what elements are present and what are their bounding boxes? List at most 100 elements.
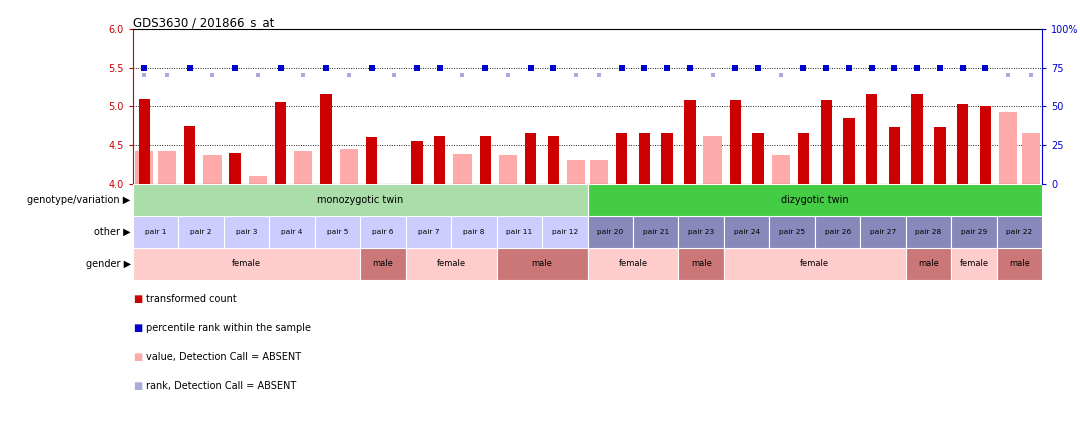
Text: pair 1: pair 1 — [145, 229, 166, 235]
Bar — [638, 134, 650, 184]
Text: transformed count: transformed count — [146, 294, 237, 305]
Text: male: male — [918, 259, 939, 268]
Bar — [406, 248, 497, 280]
Bar — [588, 248, 678, 280]
Bar — [203, 155, 221, 184]
Text: pair 29: pair 29 — [961, 229, 987, 235]
Text: value, Detection Call = ABSENT: value, Detection Call = ABSENT — [146, 352, 301, 362]
Text: monozygotic twin: monozygotic twin — [318, 195, 403, 205]
Bar — [340, 149, 357, 184]
Bar — [912, 94, 922, 184]
Text: rank, Detection Call = ABSENT: rank, Detection Call = ABSENT — [146, 381, 296, 391]
Bar — [724, 248, 906, 280]
Bar — [411, 141, 422, 184]
Bar — [661, 134, 673, 184]
Bar — [616, 134, 627, 184]
Bar — [366, 137, 377, 184]
Bar — [133, 248, 361, 280]
Bar — [361, 216, 406, 248]
Text: male: male — [531, 259, 553, 268]
Text: pair 8: pair 8 — [463, 229, 485, 235]
Text: female: female — [800, 259, 829, 268]
Bar — [951, 248, 997, 280]
Bar — [980, 107, 991, 184]
Bar — [957, 104, 969, 184]
Text: male: male — [1009, 259, 1030, 268]
Text: dizygotic twin: dizygotic twin — [781, 195, 849, 205]
Bar — [678, 216, 724, 248]
Bar — [588, 184, 1042, 216]
Text: pair 3: pair 3 — [235, 229, 257, 235]
Bar — [889, 127, 900, 184]
Bar — [135, 151, 153, 184]
Text: pair 20: pair 20 — [597, 229, 623, 235]
Text: pair 4: pair 4 — [281, 229, 302, 235]
Text: pair 5: pair 5 — [327, 229, 348, 235]
Text: ■: ■ — [133, 352, 143, 362]
Bar — [588, 216, 633, 248]
Bar — [480, 136, 491, 184]
Text: pair 21: pair 21 — [643, 229, 669, 235]
Bar — [861, 216, 906, 248]
Bar — [178, 216, 224, 248]
Text: pair 23: pair 23 — [688, 229, 714, 235]
Text: ■: ■ — [133, 323, 143, 333]
Bar — [951, 216, 997, 248]
Bar — [224, 216, 269, 248]
Bar — [497, 248, 588, 280]
Text: male: male — [373, 259, 393, 268]
Text: percentile rank within the sample: percentile rank within the sample — [146, 323, 311, 333]
Text: pair 25: pair 25 — [779, 229, 806, 235]
Bar — [906, 248, 951, 280]
Bar — [497, 216, 542, 248]
Bar — [133, 184, 588, 216]
Text: gender ▶: gender ▶ — [85, 259, 131, 269]
Bar — [548, 136, 559, 184]
Bar — [997, 216, 1042, 248]
Text: other ▶: other ▶ — [94, 227, 131, 237]
Bar — [753, 134, 764, 184]
Bar — [684, 100, 696, 184]
Bar — [434, 136, 445, 184]
Bar — [866, 94, 877, 184]
Text: pair 12: pair 12 — [552, 229, 578, 235]
Bar — [997, 248, 1042, 280]
Bar — [703, 136, 721, 184]
Text: GDS3630 / 201866_s_at: GDS3630 / 201866_s_at — [133, 16, 274, 29]
Bar — [724, 216, 769, 248]
Text: female: female — [232, 259, 261, 268]
Bar — [798, 134, 809, 184]
Text: pair 22: pair 22 — [1007, 229, 1032, 235]
Bar — [999, 112, 1017, 184]
Bar — [730, 100, 741, 184]
Bar — [821, 100, 832, 184]
Bar — [542, 216, 588, 248]
Bar — [133, 216, 178, 248]
Text: male: male — [691, 259, 712, 268]
Text: ■: ■ — [133, 381, 143, 391]
Bar — [269, 216, 314, 248]
Bar — [275, 103, 286, 184]
Bar — [294, 151, 312, 184]
Bar — [314, 216, 361, 248]
Bar — [138, 99, 150, 184]
Bar — [406, 216, 451, 248]
Bar — [361, 248, 406, 280]
Text: female: female — [959, 259, 988, 268]
Bar — [321, 94, 332, 184]
Text: female: female — [619, 259, 648, 268]
Bar — [815, 216, 861, 248]
Text: pair 7: pair 7 — [418, 229, 440, 235]
Bar — [525, 134, 537, 184]
Text: pair 24: pair 24 — [733, 229, 759, 235]
Bar — [567, 160, 585, 184]
Text: pair 2: pair 2 — [190, 229, 212, 235]
Text: pair 26: pair 26 — [824, 229, 851, 235]
Bar — [590, 160, 608, 184]
Bar — [843, 118, 854, 184]
Text: genotype/variation ▶: genotype/variation ▶ — [27, 195, 131, 205]
Bar — [772, 155, 789, 184]
Bar — [229, 153, 241, 184]
Bar — [633, 216, 678, 248]
Text: pair 11: pair 11 — [507, 229, 532, 235]
